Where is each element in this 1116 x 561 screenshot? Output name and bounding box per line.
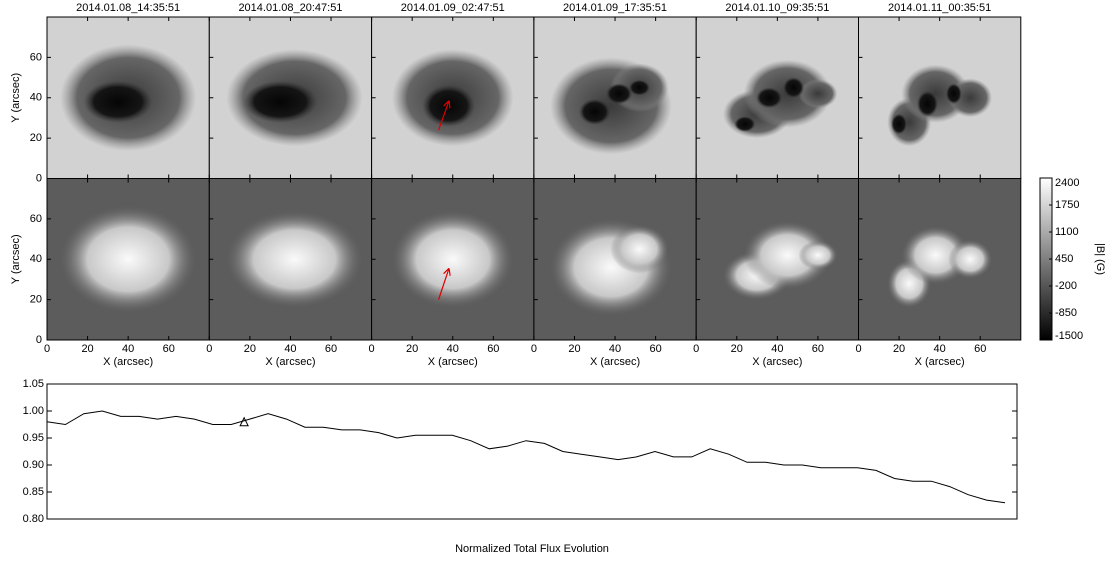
x-axis-label: X (arcsec) <box>428 356 478 368</box>
field-concentration <box>948 240 992 279</box>
x-tick-label: 0 <box>44 343 50 355</box>
image-panel <box>534 179 696 341</box>
x-tick-label: 60 <box>812 343 824 355</box>
x-tick-label: 60 <box>974 343 986 355</box>
page: {"chart_data": [ {"type": "image-grid", … <box>0 0 1116 561</box>
y-tick-label: 0.95 <box>23 432 44 444</box>
y-tick-label: 40 <box>30 92 42 104</box>
x-tick-label: 60 <box>163 343 175 355</box>
x-tick-label: 0 <box>531 343 537 355</box>
panel-title: 2014.01.08_20:47:51 <box>238 2 342 14</box>
umbra <box>783 77 804 98</box>
umbra <box>606 83 632 104</box>
umbra <box>946 83 962 104</box>
x-tick-label: 60 <box>487 343 499 355</box>
colorbar-tick-label: 450 <box>1055 253 1073 265</box>
umbra <box>891 113 907 134</box>
panel-title: 2014.01.09_17:35:51 <box>563 2 667 14</box>
panel-title: 2014.01.09_02:47:51 <box>401 2 505 14</box>
y-tick-label: 20 <box>30 132 42 144</box>
x-tick-label: 60 <box>650 343 662 355</box>
colorbar-tick-label: -1500 <box>1055 330 1083 342</box>
x-tick-label: 60 <box>325 343 337 355</box>
colorbar-tick-label: -850 <box>1055 307 1077 319</box>
umbra <box>84 81 153 123</box>
umbra <box>422 85 475 127</box>
colorbar-tick-label: 1100 <box>1055 226 1079 238</box>
x-tick-label: 20 <box>568 343 580 355</box>
image-panel <box>696 17 858 179</box>
panel-title: 2014.01.10_09:35:51 <box>725 2 829 14</box>
y-tick-label: 40 <box>30 253 42 265</box>
image-panel <box>209 17 371 179</box>
x-tick-label: 0 <box>206 343 212 355</box>
x-tick-label: 40 <box>284 343 296 355</box>
colorbar-tick-label: -200 <box>1055 280 1077 292</box>
y-tick-label: 0.90 <box>23 459 44 471</box>
plot-title: Normalized Total Flux Evolution <box>455 543 609 555</box>
field-concentration <box>610 225 668 273</box>
umbra <box>756 87 782 108</box>
x-tick-label: 20 <box>406 343 418 355</box>
image-panel <box>859 179 1021 341</box>
x-tick-label: 20 <box>893 343 905 355</box>
plot-frame <box>47 384 1017 519</box>
colorbar-tick-label: 2400 <box>1055 177 1079 189</box>
umbra <box>579 99 611 125</box>
x-tick-label: 20 <box>731 343 743 355</box>
y-tick-label: 0.85 <box>23 486 44 498</box>
colorbar-tick-label: 1750 <box>1055 199 1079 211</box>
image-panel <box>47 17 209 179</box>
x-tick-label: 40 <box>122 343 134 355</box>
x-tick-label: 0 <box>693 343 699 355</box>
image-panel <box>696 179 858 341</box>
x-axis-label: X (arcsec) <box>103 356 153 368</box>
y-tick-label: 1.05 <box>23 378 44 390</box>
x-axis-label: X (arcsec) <box>590 356 640 368</box>
field-concentration <box>226 211 362 308</box>
x-axis-label: X (arcsec) <box>915 356 965 368</box>
x-tick-label: 40 <box>609 343 621 355</box>
y-tick-label: 0 <box>36 172 42 184</box>
y-tick-label: 0 <box>36 334 42 346</box>
field-concentration <box>392 211 514 308</box>
umbra <box>243 81 317 123</box>
panel-title: 2014.01.11_00:35:51 <box>888 2 991 14</box>
x-tick-label: 0 <box>855 343 861 355</box>
y-axis-label: Y (arcsec) <box>10 234 22 284</box>
penumbra <box>798 79 837 108</box>
panel-title: 2014.01.08_14:35:51 <box>76 2 180 14</box>
umbra <box>734 116 755 132</box>
y-tick-label: 60 <box>30 51 42 63</box>
flux-plot: 0.80 0.85 0.90 0.95 1.00 1.05 Normalized Total… <box>23 378 1017 555</box>
image-panel <box>534 17 696 179</box>
x-axis-label: X (arcsec) <box>752 356 802 368</box>
umbra <box>629 80 650 96</box>
colorbar-label: |B| (G) <box>1094 243 1106 275</box>
y-tick-label: 1.00 <box>23 405 44 417</box>
figure: 2014.01.08_14:35:51 0 20 40 60 Y (arcsec) 0 20 4… <box>0 0 1116 561</box>
y-tick-label: 20 <box>30 294 42 306</box>
x-tick-label: 20 <box>81 343 93 355</box>
image-panels: 2014.01.08_14:35:51 0 20 40 60 Y (arcsec) 0 20 4… <box>10 2 1106 368</box>
field-concentration <box>60 206 196 313</box>
flux-line <box>47 411 1005 503</box>
y-tick-label: 0.80 <box>23 513 44 525</box>
field-concentration <box>798 241 837 270</box>
image-panel <box>372 17 534 179</box>
image-panel <box>209 179 371 341</box>
image-panel <box>372 179 534 341</box>
image-panel <box>47 179 209 341</box>
umbra <box>917 91 938 117</box>
x-tick-label: 20 <box>244 343 256 355</box>
y-tick-label: 60 <box>30 213 42 225</box>
x-tick-label: 40 <box>934 343 946 355</box>
x-tick-label: 40 <box>771 343 783 355</box>
x-tick-label: 0 <box>369 343 375 355</box>
x-axis-label: X (arcsec) <box>265 356 315 368</box>
image-panel <box>859 17 1021 179</box>
x-tick-label: 40 <box>447 343 459 355</box>
y-axis-label: Y (arcsec) <box>10 73 22 123</box>
